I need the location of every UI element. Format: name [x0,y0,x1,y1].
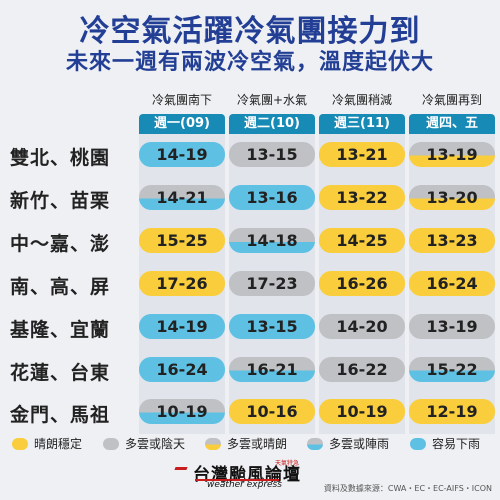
location-label: 中～嘉、澎 [10,233,111,255]
brand-logo: 台灣颱風論壇 天氣特急 weather express [174,459,305,495]
temperature-cell: 16-24 [409,271,495,296]
temperature-cell: 13-19 [409,314,495,339]
location-label: 南、高、屏 [10,276,111,298]
legend-item: 容易下雨 [410,435,480,452]
temperature-cell: 13-22 [319,185,405,210]
temperature-cell: 13-20 [409,185,495,210]
temperature-cell: 16-26 [319,271,405,296]
legend-label: 晴朗穩定 [34,437,83,451]
column-phase-label: 冷氣團稍減 [331,93,392,107]
page-subtitle: 未來一週有兩波冷空氣，溫度起伏大 [65,50,434,75]
temperature-cell: 10-19 [319,399,405,424]
legend-label: 多雲或陰天 [125,437,186,451]
column-day-tab: 週二(10) [229,114,315,134]
location-label: 花蓮、台東 [10,362,111,384]
temperature-cell: 14-25 [319,228,405,253]
legend-swatch [103,437,119,450]
legend-item: 晴朗穩定 [12,435,82,452]
temperature-cell: 14-20 [319,314,405,339]
temperature-cell: 13-15 [229,142,315,167]
temperature-cell: 10-19 [139,399,225,424]
legend-label: 多雲或晴朗 [227,437,288,451]
temperature-cell: 14-19 [139,142,225,167]
temperature-cell: 13-16 [229,185,315,210]
temperature-cell: 16-22 [319,357,405,382]
legend-swatch [205,437,221,450]
brand-name-en: weather express [207,480,282,490]
temperature-cell: 10-16 [229,399,315,424]
brand-tag: 天氣特急 [275,460,300,467]
legend-label: 容易下雨 [432,437,481,451]
location-label: 基隆、宜蘭 [10,319,111,341]
temperature-cell: 14-18 [229,228,315,253]
column-day-tab: 週四、五 [409,114,495,134]
column-phase-label: 冷氣團再到 [421,93,482,107]
column-day-tab: 週一(09) [139,114,225,134]
temperature-cell: 16-21 [229,357,315,382]
temperature-cell: 15-22 [409,357,495,382]
temperature-cell: 15-25 [139,228,225,253]
temperature-cell: 13-21 [319,142,405,167]
temperature-cell: 13-23 [409,228,495,253]
temperature-cell: 17-26 [139,271,225,296]
brand-underline [195,479,279,481]
temperature-cell: 14-21 [139,185,225,210]
legend-label: 多雲或陣雨 [329,437,390,451]
location-label: 新竹、苗栗 [10,190,111,212]
column-phase-label: 冷氣團+水氣 [236,93,308,107]
location-label: 雙北、桃園 [10,147,111,169]
legend-item: 多雲或陰天 [103,435,185,452]
legend-swatch [410,437,426,450]
temperature-cell: 13-15 [229,314,315,339]
data-source: 資料及數據來源：CWA・EC・EC-AIFS・ICON [323,484,492,493]
temperature-cell: 13-19 [409,142,495,167]
legend-swatch [307,437,323,450]
legend-item: 多雲或晴朗 [205,435,287,452]
temperature-cell: 14-19 [139,314,225,339]
legend-swatch [12,437,28,450]
temperature-cell: 17-23 [229,271,315,296]
column-phase-label: 冷氣團南下 [151,93,212,107]
brand-mark-icon [174,467,188,470]
page-title: 冷空氣活躍冷氣團接力到 [79,14,421,49]
location-label: 金門、馬祖 [10,404,111,426]
legend-item: 多雲或陣雨 [307,435,389,452]
column-day-tab: 週三(11) [319,114,405,134]
temperature-cell: 16-24 [139,357,225,382]
temperature-cell: 12-19 [409,399,495,424]
